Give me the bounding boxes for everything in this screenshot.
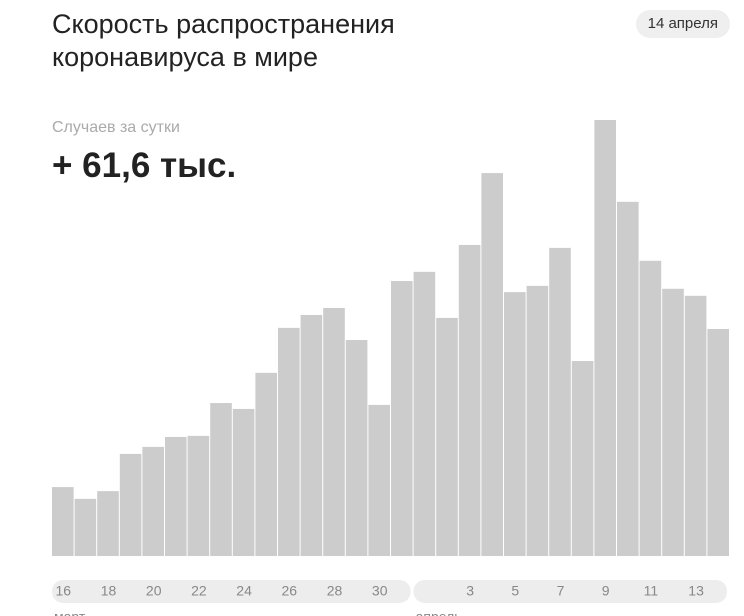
month-label: март <box>54 609 86 616</box>
bar <box>97 491 119 556</box>
bar <box>662 288 684 556</box>
bar <box>345 340 368 556</box>
bar <box>52 487 74 556</box>
x-tick-label: 18 <box>101 583 117 599</box>
x-tick-label: 30 <box>372 583 388 599</box>
bar <box>119 453 142 556</box>
month-label: апрель <box>416 609 462 616</box>
x-tick-label: 16 <box>56 583 72 599</box>
x-tick-label: 22 <box>191 583 207 599</box>
bar <box>255 372 277 556</box>
month-pill <box>413 580 727 603</box>
bar <box>526 285 549 556</box>
bar <box>707 328 729 556</box>
x-tick-label: 24 <box>236 583 252 599</box>
bar <box>232 408 255 556</box>
bar <box>210 403 232 556</box>
x-tick-label: 3 <box>466 583 474 599</box>
date-badge: 14 апреля <box>635 10 730 38</box>
bar <box>300 314 323 556</box>
x-tick-label: 26 <box>282 583 298 599</box>
x-tick-label: 5 <box>511 583 519 599</box>
month-pill <box>52 580 411 603</box>
bar <box>391 281 413 556</box>
bar <box>323 307 345 556</box>
x-tick-label: 9 <box>602 583 610 599</box>
bar <box>594 120 616 556</box>
bar <box>74 498 97 556</box>
x-tick-label: 11 <box>644 583 659 599</box>
x-tick-label: 7 <box>557 583 565 599</box>
bar <box>684 295 707 556</box>
bar <box>504 292 526 556</box>
x-tick-label: 20 <box>146 583 162 599</box>
chart-title: Скорость распространения коронавируса в … <box>52 9 395 72</box>
bar <box>142 446 164 556</box>
bar <box>278 327 300 556</box>
bar <box>549 247 571 556</box>
bar <box>165 436 187 556</box>
bar <box>571 361 594 556</box>
x-tick-label: 13 <box>688 583 704 599</box>
metric-label: Случаев за сутки <box>52 119 180 136</box>
bar <box>436 317 458 556</box>
bar <box>368 404 390 556</box>
bar <box>639 260 662 556</box>
bar <box>458 244 481 556</box>
bar <box>413 271 436 556</box>
x-tick-label: 28 <box>327 583 343 599</box>
bar <box>187 435 210 556</box>
bar <box>481 173 503 557</box>
bar <box>617 201 639 557</box>
headline-value: + 61,6 тыс. <box>52 146 237 185</box>
